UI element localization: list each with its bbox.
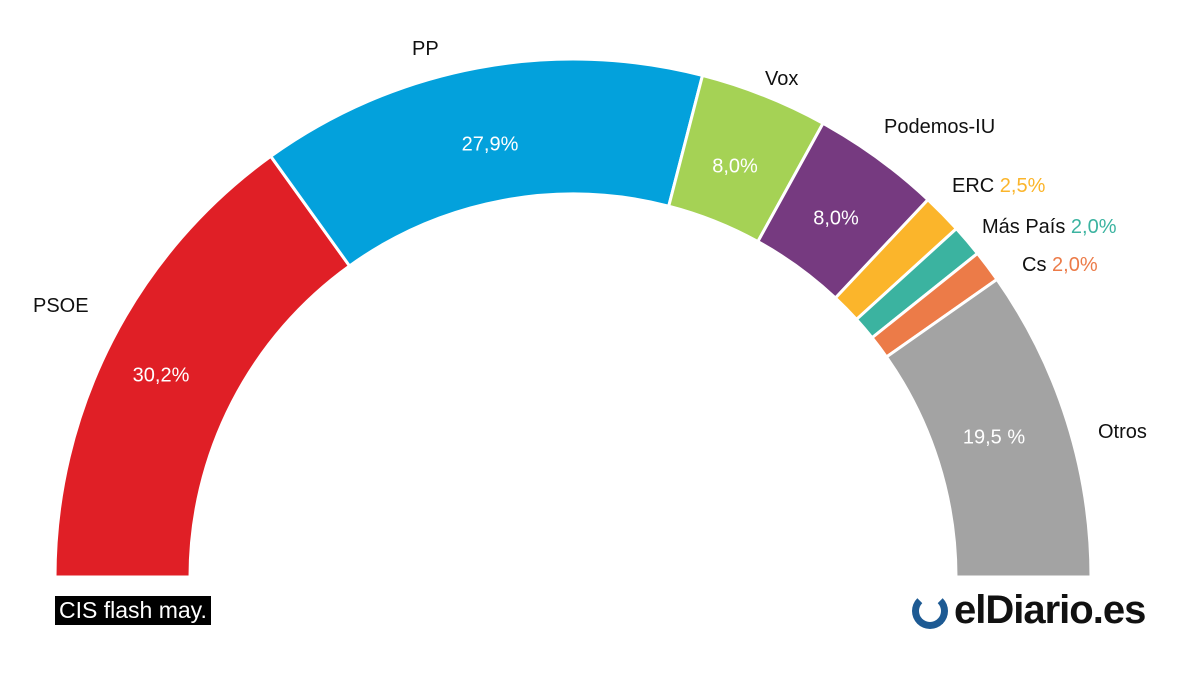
value-podemos: 8,0% xyxy=(813,207,859,230)
label-pp: PP xyxy=(412,38,439,60)
label-erc: ERC 2,5% xyxy=(952,175,1046,197)
label-otros: Otros xyxy=(1098,421,1147,443)
source-label: CIS flash may. xyxy=(55,596,211,625)
value-otros: 19,5 % xyxy=(962,426,1026,449)
label-podemos: Podemos-IU xyxy=(884,116,996,138)
segment-otros xyxy=(884,277,1093,579)
label-mas-pais: Más País 2,0% xyxy=(982,216,1117,238)
value-psoe: 30,2% xyxy=(132,364,190,387)
label-vox: Vox xyxy=(765,68,799,90)
label-cs: Cs 2,0% xyxy=(1022,254,1098,276)
logo: elDiario.es xyxy=(912,588,1146,633)
label-psoe: PSOE xyxy=(33,295,89,317)
segment-psoe xyxy=(53,154,352,579)
value-vox: 8,0% xyxy=(712,155,758,178)
value-pp: 27,9% xyxy=(461,133,519,156)
segment-pp xyxy=(268,57,705,269)
logo-icon xyxy=(912,592,948,629)
